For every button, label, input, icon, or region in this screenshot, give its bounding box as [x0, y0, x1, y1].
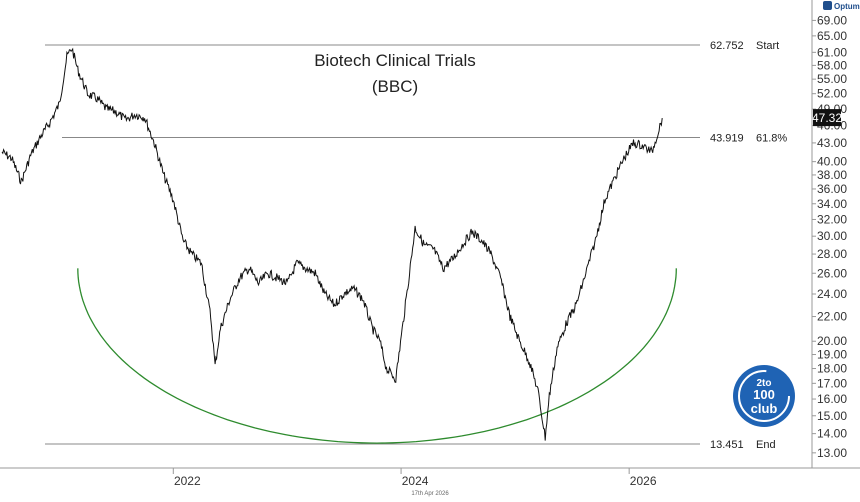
brand-name: Optuma [834, 2, 860, 11]
chart-subtitle: (BBC) [372, 77, 418, 96]
y-tick-label: 14.00 [817, 427, 847, 441]
x-tick-label: 2026 [630, 474, 657, 488]
y-tick-label: 15.00 [817, 409, 847, 423]
club-badge-line3: club [751, 401, 778, 416]
y-tick-label: 28.00 [817, 247, 847, 261]
club-badge: 2to 100 club [733, 365, 795, 427]
chart-title: Biotech Clinical Trials [314, 51, 476, 70]
club-badge-line1: 2to [757, 378, 772, 389]
y-tick-label: 19.00 [817, 348, 847, 362]
fibonacci-levels: 62.752 Start 43.919 61.8% 13.451 End [45, 40, 787, 451]
fib-level-label: 61.8% [756, 132, 787, 144]
fib-level-value: 13.451 [710, 439, 744, 451]
y-tick-label: 61.00 [817, 45, 847, 59]
club-badge-ring [738, 370, 790, 422]
optuma-logo: Optuma [823, 1, 860, 11]
fib-level-value: 43.919 [710, 132, 744, 144]
y-tick-label: 52.00 [817, 87, 847, 101]
y-tick-label: 38.00 [817, 168, 847, 182]
price-series-line [1, 47, 663, 441]
y-tick-label: 30.00 [817, 229, 847, 243]
fib-level-value: 62.752 [710, 40, 744, 52]
club-badge-line2: 100 [753, 387, 775, 402]
y-tick-label: 34.00 [817, 197, 847, 211]
y-tick-label: 36.00 [817, 182, 847, 196]
fib-level-label: End [756, 439, 776, 451]
x-tick-label: 2022 [174, 474, 201, 488]
fib-level-label: Start [756, 40, 779, 52]
y-tick-label: 20.00 [817, 334, 847, 348]
y-tick-label: 24.00 [817, 287, 847, 301]
footer-date-stamp: 17th Apr 2026 [411, 491, 449, 497]
y-tick-label: 16.00 [817, 392, 847, 406]
y-tick-label: 43.00 [817, 136, 847, 150]
rounding-bottom-arc [77, 268, 677, 444]
y-tick-label: 40.00 [817, 155, 847, 169]
y-tick-label: 55.00 [817, 72, 847, 86]
x-axis-ticks: 2022 2024 2026 [172, 468, 657, 488]
club-badge-circle [733, 365, 795, 427]
y-tick-label: 32.00 [817, 212, 847, 226]
y-tick-label: 58.00 [817, 58, 847, 72]
y-tick-label: 18.00 [817, 362, 847, 376]
last-value-badge [813, 109, 841, 127]
y-tick-label: 26.00 [817, 266, 847, 280]
x-tick-label: 2024 [402, 474, 429, 488]
y-axis-ticks: 13.00 14.00 15.00 16.00 17.0018.0019.0020.00… [812, 13, 847, 460]
y-tick-label: 17.00 [817, 376, 847, 390]
optuma-logo-mark [823, 1, 832, 10]
last-value-marker: 47.32 [812, 109, 842, 127]
y-tick-label: 22.00 [817, 310, 847, 324]
y-tick-label: 69.00 [817, 13, 847, 27]
y-tick-label: 65.00 [817, 29, 847, 43]
y-tick-label: 13.00 [817, 446, 847, 460]
last-value-label: 47.32 [812, 111, 842, 125]
